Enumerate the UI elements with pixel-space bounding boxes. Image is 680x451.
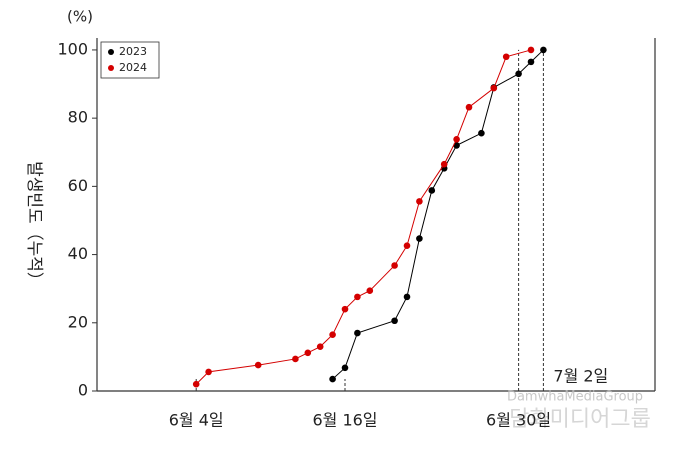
point	[391, 262, 398, 269]
point	[341, 305, 349, 313]
y-tick-label: 60	[68, 176, 88, 195]
point	[329, 375, 336, 383]
point	[416, 198, 423, 205]
legend-box	[100, 41, 160, 79]
y-tick-label: 20	[68, 312, 88, 331]
point	[354, 293, 361, 301]
point	[316, 343, 324, 350]
y-tick-label: 40	[68, 244, 88, 263]
point	[403, 293, 411, 301]
point	[391, 317, 398, 325]
point	[341, 364, 349, 372]
point	[527, 46, 535, 54]
point	[292, 355, 299, 363]
point	[205, 368, 212, 376]
legend-marker	[108, 49, 114, 55]
point	[403, 242, 411, 250]
point	[366, 287, 374, 295]
legend-label: 2023	[119, 45, 147, 58]
point	[478, 129, 485, 137]
x-tick-label: 6월 30일	[486, 411, 551, 430]
y-tick-label: 100	[57, 39, 88, 58]
x-tick-label: 6월 16일	[312, 411, 377, 430]
watermark: 담화미디어그룹	[509, 407, 651, 432]
point	[428, 187, 436, 194]
point	[515, 70, 522, 78]
point	[465, 103, 473, 111]
point	[453, 135, 460, 143]
y-axis-title: 발생빈도（누적）	[24, 161, 44, 289]
y-tick-label: 0	[78, 381, 88, 400]
point	[440, 160, 448, 168]
x-tick-label: 7월 2일	[553, 367, 608, 386]
series-line	[195, 49, 532, 385]
legend-marker	[108, 65, 114, 71]
point	[329, 331, 336, 339]
point	[354, 329, 361, 337]
point	[502, 53, 510, 61]
point	[453, 142, 460, 149]
point	[490, 84, 498, 92]
point	[254, 361, 262, 369]
point	[540, 46, 547, 54]
point	[527, 58, 535, 66]
point	[192, 380, 200, 388]
x-tick-label: 6월 4일	[169, 411, 224, 430]
watermark: DamwhaMediaGroup	[507, 390, 643, 405]
point	[304, 349, 312, 357]
y-unit: (%)	[67, 8, 93, 26]
series-line	[332, 49, 544, 380]
point	[416, 235, 423, 242]
y-tick-label: 80	[68, 108, 88, 127]
legend-label: 2024	[119, 61, 147, 74]
